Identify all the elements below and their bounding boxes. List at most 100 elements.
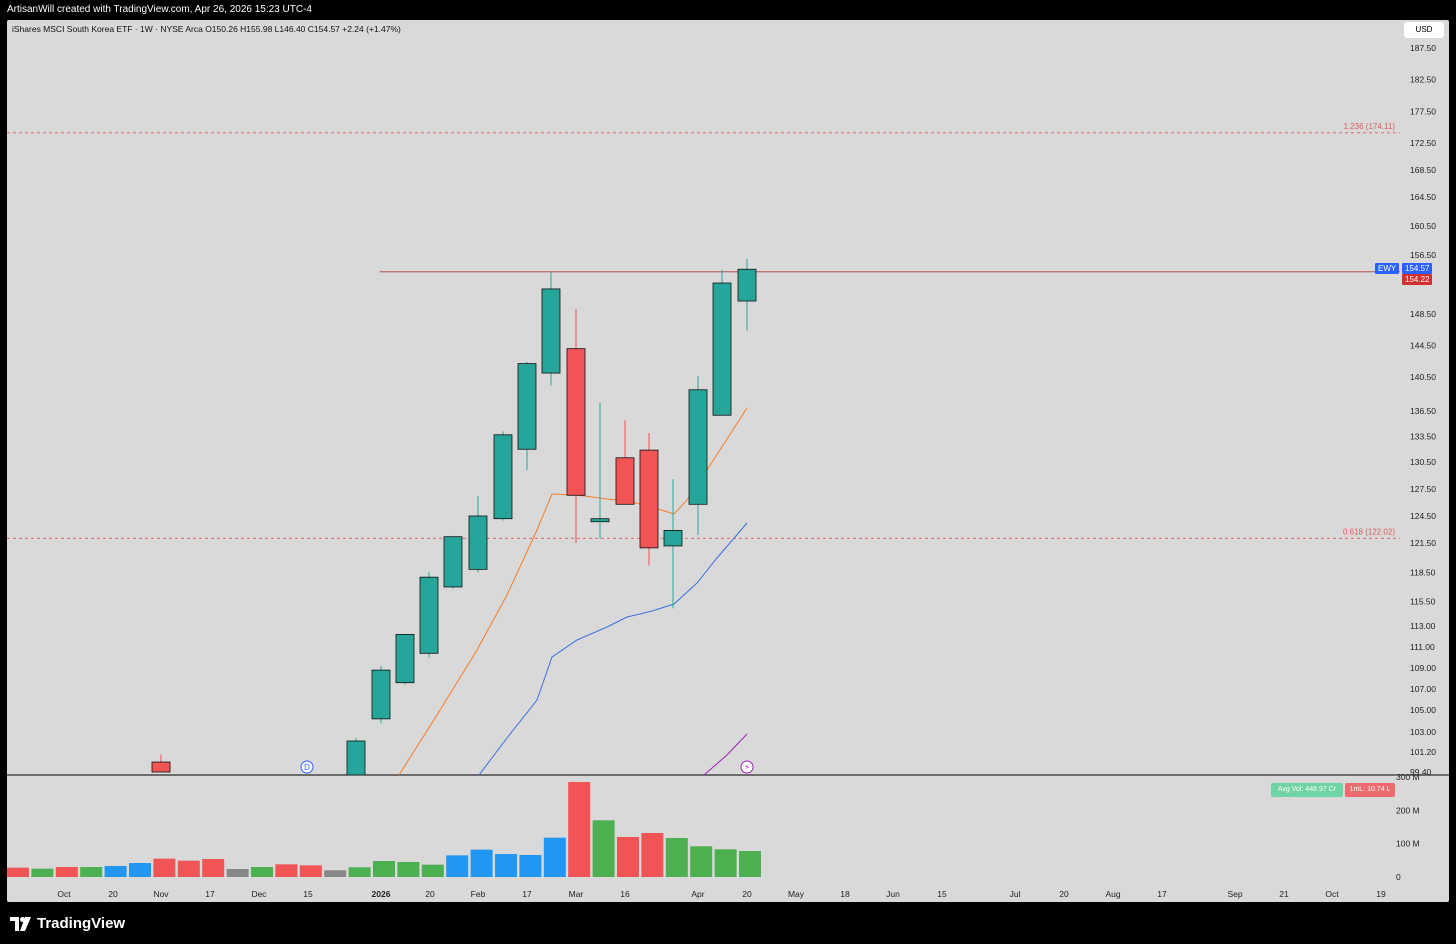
bottom-bar: TradingView (0, 902, 1456, 944)
volume-bar (421, 864, 444, 877)
chart-frame[interactable]: 187.50 182.50 177.50 172.50 168.50 164.50 160.… (7, 20, 1449, 902)
candle-body (590, 518, 610, 523)
price-tick-label: 136.50 (1410, 406, 1436, 416)
price-tick-label: 177.50 (1410, 106, 1436, 116)
volume-bar (470, 849, 493, 877)
candle-body (688, 389, 708, 505)
candle-body (639, 449, 659, 549)
candle-body (737, 268, 757, 302)
time-tick-label: Sep (1227, 889, 1242, 899)
price-tick-label: 115.50 (1410, 597, 1436, 607)
price-tick-label: 133.50 (1410, 432, 1436, 442)
price-tick-label: 99.40 (1410, 767, 1432, 777)
price-tick-label: 187.50 (1410, 43, 1436, 53)
time-tick-label: 20 (742, 889, 752, 899)
price-tick-label: 160.50 (1410, 221, 1436, 231)
tml-badge: 1mL: 10.74 L (1345, 783, 1395, 797)
candle-body (712, 282, 732, 416)
time-tick-label: Jun (886, 889, 900, 899)
time-tick-label: May (788, 889, 805, 899)
volume-bar (568, 782, 591, 877)
time-tick-label: Feb (471, 889, 486, 899)
earnings-marker (740, 760, 754, 774)
volume-bar (55, 867, 78, 877)
price-tick-label: 107.00 (1410, 684, 1436, 694)
currency-button[interactable]: USD (1404, 22, 1444, 38)
candle-body (663, 529, 683, 547)
moving-average-purple (703, 733, 748, 776)
time-tick-label: Dec (251, 889, 267, 899)
volume-bar (7, 867, 29, 877)
candle-body (346, 740, 366, 776)
tradingview-logo[interactable]: TradingView (10, 915, 125, 932)
price-tick-label: 168.50 (1410, 165, 1436, 175)
time-tick-label: 15 (937, 889, 947, 899)
candle-body (443, 536, 463, 588)
time-tick-label: Oct (1325, 889, 1339, 899)
moving-average-blue (478, 522, 748, 776)
time-tick-label: 18 (840, 889, 850, 899)
volume-bar (519, 855, 542, 877)
candle-body (517, 363, 537, 450)
candle-body (566, 348, 586, 496)
candle-body (615, 457, 635, 505)
volume-bar (543, 837, 566, 877)
price-tick-label: 109.00 (1410, 663, 1436, 673)
volume-bar (495, 854, 517, 877)
volume-bar (739, 851, 761, 877)
price-tick-label: 156.50 (1410, 250, 1436, 260)
time-tick-label: Nov (153, 889, 169, 899)
candle-body (371, 669, 391, 720)
time-tick-label: 20 (1059, 889, 1069, 899)
time-tick-label: 16 (620, 889, 630, 899)
volume-tick-label: 300 M (1396, 772, 1420, 782)
price-tick-label: 148.50 (1410, 309, 1436, 319)
avg-volume-badge: Avg Vol: 448.97 Cr (1271, 783, 1343, 797)
price-tick-label: 172.50 (1410, 138, 1436, 148)
price-tick-label: 121.50 (1410, 538, 1436, 548)
volume-bar (641, 833, 664, 877)
volume-bar (31, 868, 54, 877)
volume-tick-label: 200 M (1396, 805, 1420, 815)
top-credit-bar: ArtisanWill created with TradingView.com… (0, 0, 1456, 20)
volume-bar (202, 859, 225, 877)
time-tick-label: 15 (303, 889, 313, 899)
time-tick-label: Mar (569, 889, 584, 899)
dividend-marker (300, 760, 314, 774)
candle-body (493, 434, 513, 520)
volume-bar (275, 864, 298, 877)
price-tick-label: 111.00 (1410, 642, 1435, 652)
volume-bar (104, 866, 127, 877)
volume-bar (251, 867, 273, 877)
fib-label: 1.236 (174.11) (1344, 122, 1396, 131)
time-tick-label: 19 (1376, 889, 1386, 899)
volume-bar (397, 862, 420, 877)
volume-bar (299, 865, 322, 877)
time-tick-label: 17 (1157, 889, 1167, 899)
time-tick-label: 2026 (372, 889, 391, 899)
volume-bar (324, 870, 347, 877)
fib-label: 0.618 (122.02) (1343, 527, 1395, 536)
price-tick-label: 105.00 (1410, 705, 1436, 715)
candle-body (541, 288, 561, 374)
volume-bar (226, 869, 249, 877)
volume-bar (592, 820, 615, 877)
time-tick-label: 20 (425, 889, 435, 899)
candle-body (395, 634, 415, 684)
last-price-tag: 154.57 (1402, 263, 1433, 275)
chart-canvas[interactable]: 187.50182.50177.50172.50168.50164.50160.… (7, 20, 1449, 902)
time-tick-label: Aug (1105, 889, 1120, 899)
volume-bar (617, 837, 639, 877)
time-tick-label: Apr (691, 889, 704, 899)
candle-body (419, 576, 439, 654)
volume-bar (373, 861, 395, 877)
tradingview-logo-icon (10, 916, 31, 931)
candle-body (151, 761, 171, 773)
price-tick-label: 101.20 (1410, 747, 1436, 757)
price-tick-label: 127.50 (1410, 484, 1436, 494)
volume-bar (348, 867, 371, 877)
reference-price-tag: 154.22 (1402, 274, 1433, 286)
price-tick-label: 140.50 (1410, 372, 1436, 382)
time-tick-label: Jul (1010, 889, 1021, 899)
volume-bar (153, 858, 176, 877)
